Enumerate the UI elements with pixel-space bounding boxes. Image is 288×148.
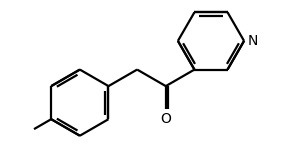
Text: O: O	[160, 112, 171, 126]
Text: N: N	[247, 34, 258, 48]
